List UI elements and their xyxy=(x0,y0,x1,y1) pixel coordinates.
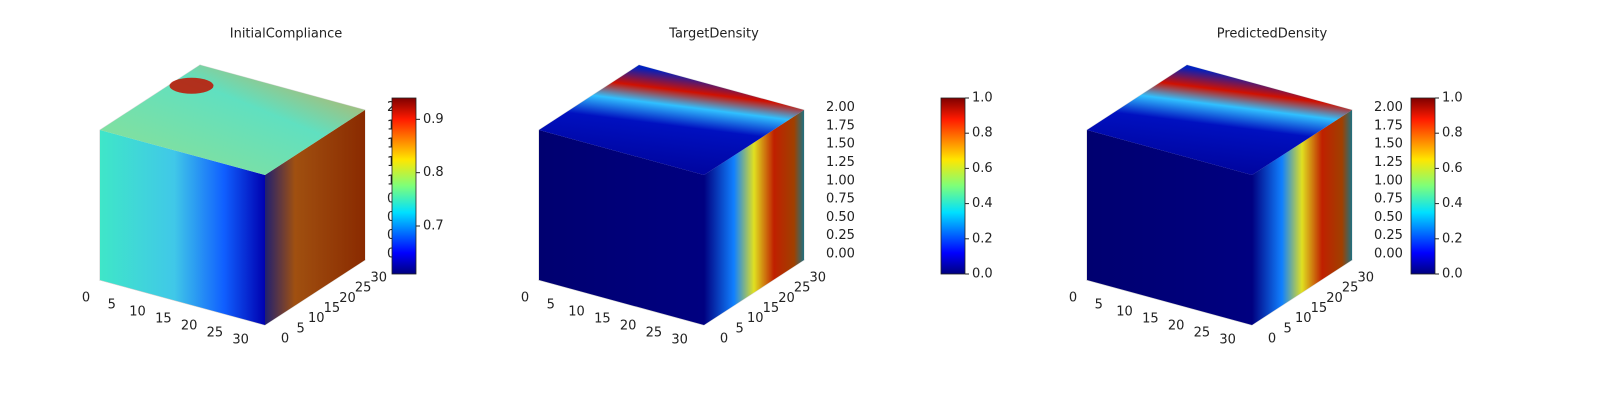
x-tick-label: 30 xyxy=(232,333,249,348)
x-tick-label: 20 xyxy=(1168,319,1185,334)
colorbar-tick-label: 0.8 xyxy=(972,126,993,141)
z-tick-label: 1.50 xyxy=(826,137,855,152)
colorbar-tick-label: 0.0 xyxy=(1442,267,1463,282)
voxel-hotspot xyxy=(169,77,214,94)
x-tick-label: 0 xyxy=(82,291,90,306)
y-tick-label: 10 xyxy=(1295,311,1312,326)
colorbar-tick-label: 0.8 xyxy=(423,165,444,180)
y-tick-label: 5 xyxy=(296,321,304,336)
colorbar-tick-label: 0.6 xyxy=(1442,161,1463,176)
y-tick-label: 5 xyxy=(1283,321,1291,336)
voxel-front xyxy=(1087,130,1252,325)
y-tick-label: 25 xyxy=(1342,281,1359,296)
z-tick-label: 0.50 xyxy=(1374,210,1403,225)
z-tick-label: 1.75 xyxy=(1374,118,1403,133)
z-tick-label: 0.00 xyxy=(826,247,855,262)
colorbar-tick-label: 0.9 xyxy=(423,112,444,127)
voxel-top xyxy=(1087,65,1352,175)
y-tick-label: 0 xyxy=(720,332,728,347)
x-tick-label: 0 xyxy=(1069,291,1077,306)
y-tick-label: 15 xyxy=(324,301,341,316)
y-tick-label: 0 xyxy=(1268,332,1276,347)
x-tick-label: 10 xyxy=(568,305,585,320)
colorbar xyxy=(940,97,966,275)
y-tick-label: 30 xyxy=(370,271,387,286)
voxel-top xyxy=(539,65,804,175)
x-tick-label: 5 xyxy=(108,298,116,313)
colorbar-tick-label: 0.8 xyxy=(1442,126,1463,141)
voxel-right xyxy=(265,110,365,325)
y-tick-label: 10 xyxy=(747,311,764,326)
x-tick-label: 20 xyxy=(620,319,637,334)
colorbar-tick-label: 0.2 xyxy=(972,231,993,246)
colorbar xyxy=(391,97,417,275)
voxel-front xyxy=(539,130,704,325)
z-tick-label: 1.00 xyxy=(1374,173,1403,188)
y-tick-label: 20 xyxy=(1326,291,1343,306)
y-tick-label: 25 xyxy=(794,281,811,296)
x-tick-label: 5 xyxy=(1095,298,1103,313)
colorbar-tick-label: 0.4 xyxy=(972,196,993,211)
y-tick-label: 20 xyxy=(778,291,795,306)
colorbar-tick-label: 1.0 xyxy=(1442,91,1463,106)
y-tick-label: 20 xyxy=(339,291,356,306)
subplot-title: InitialCompliance xyxy=(230,27,343,42)
colorbar-tick-label: 0.7 xyxy=(423,219,444,234)
x-tick-label: 25 xyxy=(207,326,224,341)
z-tick-label: 1.25 xyxy=(1374,155,1403,170)
z-tick-label: 0.00 xyxy=(1374,247,1403,262)
y-tick-label: 10 xyxy=(308,311,325,326)
x-tick-label: 10 xyxy=(129,305,146,320)
voxel-right xyxy=(704,110,804,325)
z-tick-label: 1.75 xyxy=(826,118,855,133)
voxel-top xyxy=(100,65,365,175)
x-tick-label: 5 xyxy=(547,298,555,313)
colorbar-tick-label: 0.2 xyxy=(1442,231,1463,246)
colorbar xyxy=(1410,97,1436,275)
z-tick-label: 0.75 xyxy=(1374,192,1403,207)
x-tick-label: 15 xyxy=(155,312,172,327)
z-tick-label: 1.50 xyxy=(1374,137,1403,152)
y-tick-label: 0 xyxy=(281,332,289,347)
x-tick-label: 15 xyxy=(1142,312,1159,327)
x-tick-label: 25 xyxy=(1194,326,1211,341)
subplot-title: TargetDensity xyxy=(668,27,759,42)
x-tick-label: 15 xyxy=(594,312,611,327)
y-tick-label: 15 xyxy=(763,301,780,316)
x-tick-label: 30 xyxy=(1219,333,1236,348)
y-tick-label: 30 xyxy=(1357,271,1374,286)
voxel-front xyxy=(100,130,265,325)
x-tick-label: 25 xyxy=(646,326,663,341)
x-tick-label: 10 xyxy=(1116,305,1133,320)
z-tick-label: 1.25 xyxy=(826,155,855,170)
subplot-title: PredictedDensity xyxy=(1217,27,1328,42)
z-tick-label: 0.50 xyxy=(826,210,855,225)
colorbar-tick-label: 1.0 xyxy=(972,91,993,106)
z-tick-label: 1.00 xyxy=(826,173,855,188)
z-tick-label: 2.00 xyxy=(826,100,855,115)
voxel-right xyxy=(1252,110,1352,325)
colorbar-tick-label: 0.6 xyxy=(972,161,993,176)
y-tick-label: 5 xyxy=(735,321,743,336)
colorbar-tick-label: 0.0 xyxy=(972,267,993,282)
z-tick-label: 0.25 xyxy=(1374,228,1403,243)
y-tick-label: 25 xyxy=(355,281,372,296)
y-tick-label: 15 xyxy=(1311,301,1328,316)
x-tick-label: 20 xyxy=(181,319,198,334)
z-tick-label: 0.25 xyxy=(826,228,855,243)
z-tick-label: 0.75 xyxy=(826,192,855,207)
y-tick-label: 30 xyxy=(809,271,826,286)
z-tick-label: 2.00 xyxy=(1374,100,1403,115)
colorbar-tick-label: 0.4 xyxy=(1442,196,1463,211)
x-tick-label: 0 xyxy=(521,291,529,306)
x-tick-label: 30 xyxy=(671,333,688,348)
